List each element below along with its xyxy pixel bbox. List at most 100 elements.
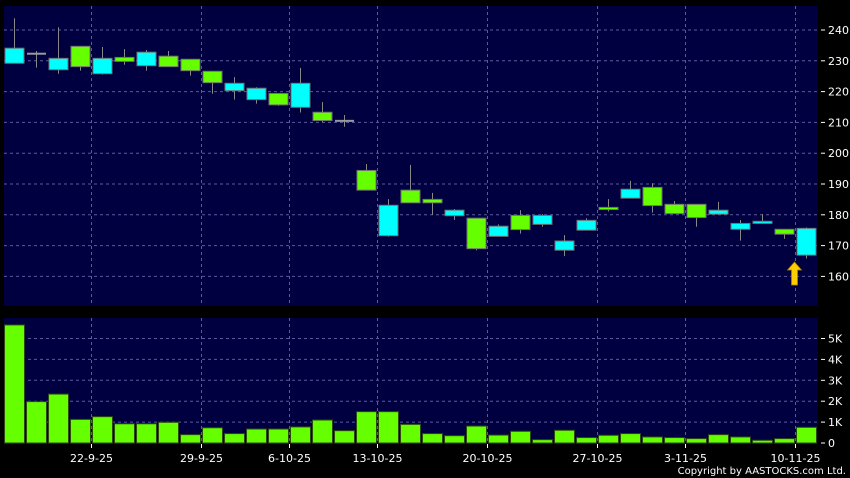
candle-body bbox=[796, 227, 817, 256]
candle bbox=[400, 164, 421, 204]
candle bbox=[444, 208, 465, 221]
candle bbox=[576, 218, 597, 231]
candle-body bbox=[554, 240, 575, 251]
candle bbox=[664, 200, 685, 215]
candle-body bbox=[312, 111, 333, 122]
volume-bar bbox=[268, 428, 289, 444]
candle-body bbox=[400, 189, 421, 204]
volume-bar bbox=[224, 433, 245, 444]
volume-bar bbox=[290, 426, 311, 444]
arrow-up-icon bbox=[786, 261, 803, 286]
candle bbox=[510, 210, 531, 234]
volume-bar bbox=[158, 421, 179, 444]
date-label: 27-10-25 bbox=[573, 452, 623, 465]
candle-body bbox=[180, 58, 201, 72]
candle-body bbox=[158, 55, 179, 68]
candle bbox=[70, 45, 91, 71]
price-tick-label: 180 bbox=[828, 209, 849, 222]
candle bbox=[378, 199, 399, 237]
volume-bar bbox=[400, 423, 421, 444]
candle bbox=[48, 27, 69, 74]
candle-body bbox=[532, 214, 553, 225]
candle bbox=[532, 214, 553, 227]
volume-bar bbox=[92, 416, 113, 444]
candle bbox=[466, 217, 487, 251]
volume-bar bbox=[422, 433, 443, 444]
candle bbox=[422, 192, 443, 215]
candle-body bbox=[4, 47, 25, 64]
candle bbox=[290, 67, 311, 113]
candle bbox=[774, 228, 795, 239]
candle-body bbox=[686, 203, 707, 219]
price-tick-label: 160 bbox=[828, 270, 849, 283]
date-label: 22-9-25 bbox=[70, 452, 113, 465]
volume-tick-label: 1K bbox=[828, 416, 843, 429]
candle-body bbox=[444, 209, 465, 217]
candle-body bbox=[268, 92, 289, 106]
volume-bar bbox=[180, 434, 201, 444]
candle-body bbox=[378, 204, 399, 237]
candle-body bbox=[48, 57, 69, 71]
date-label: 3-11-25 bbox=[664, 452, 707, 465]
candle-body bbox=[620, 188, 641, 199]
volume-tick-label: 3K bbox=[828, 374, 843, 387]
volume-bar bbox=[202, 427, 223, 444]
volume-bar bbox=[48, 393, 69, 444]
price-tick-label: 190 bbox=[828, 178, 849, 191]
volume-bar bbox=[620, 433, 641, 444]
volume-bar bbox=[312, 419, 333, 444]
candle bbox=[642, 183, 663, 213]
candle bbox=[620, 180, 641, 199]
volume-bar bbox=[136, 423, 157, 444]
volume-bar bbox=[752, 439, 773, 444]
price-panel bbox=[4, 6, 818, 306]
candle bbox=[246, 87, 267, 104]
candle-body bbox=[356, 169, 377, 191]
candle-body bbox=[27, 52, 46, 55]
price-tick-label: 170 bbox=[828, 240, 849, 253]
candle bbox=[752, 214, 773, 224]
candle bbox=[202, 70, 223, 94]
volume-bar bbox=[708, 434, 729, 444]
volume-bar bbox=[774, 438, 795, 444]
volume-tick-label: 4K bbox=[828, 353, 843, 366]
candle-body bbox=[598, 206, 619, 211]
candle-body bbox=[752, 220, 773, 224]
date-label: 13-10-25 bbox=[353, 452, 403, 465]
candle bbox=[92, 46, 113, 75]
candle-body bbox=[576, 219, 597, 231]
candle-body bbox=[335, 119, 354, 122]
candle bbox=[598, 199, 619, 212]
candle-body bbox=[488, 225, 509, 237]
price-tick-label: 210 bbox=[828, 116, 849, 129]
candle bbox=[27, 50, 46, 68]
volume-bar bbox=[730, 436, 751, 444]
candle bbox=[708, 201, 729, 215]
candle-body bbox=[422, 198, 443, 204]
volume-bar bbox=[334, 430, 355, 444]
date-label: 10-11-25 bbox=[771, 452, 821, 465]
volume-tick-label: 5K bbox=[828, 333, 843, 346]
candle bbox=[268, 92, 289, 106]
candle-body bbox=[224, 82, 245, 92]
volume-bar bbox=[70, 418, 91, 444]
price-tick-label: 200 bbox=[828, 147, 849, 160]
volume-bar bbox=[796, 426, 817, 444]
candle bbox=[158, 50, 179, 68]
candle bbox=[224, 77, 245, 100]
volume-bar bbox=[114, 423, 135, 444]
candle bbox=[356, 163, 377, 191]
candle bbox=[554, 235, 575, 257]
candle bbox=[796, 227, 817, 259]
volume-bar bbox=[444, 435, 465, 444]
candle-body bbox=[510, 214, 531, 231]
volume-bar bbox=[26, 401, 47, 444]
date-label: 29-9-25 bbox=[180, 452, 223, 465]
volume-bar bbox=[598, 434, 619, 444]
candle-body bbox=[136, 51, 157, 67]
candle bbox=[686, 203, 707, 227]
volume-bar bbox=[664, 437, 685, 444]
price-tick-label: 240 bbox=[828, 24, 849, 37]
candle-body bbox=[114, 56, 135, 62]
